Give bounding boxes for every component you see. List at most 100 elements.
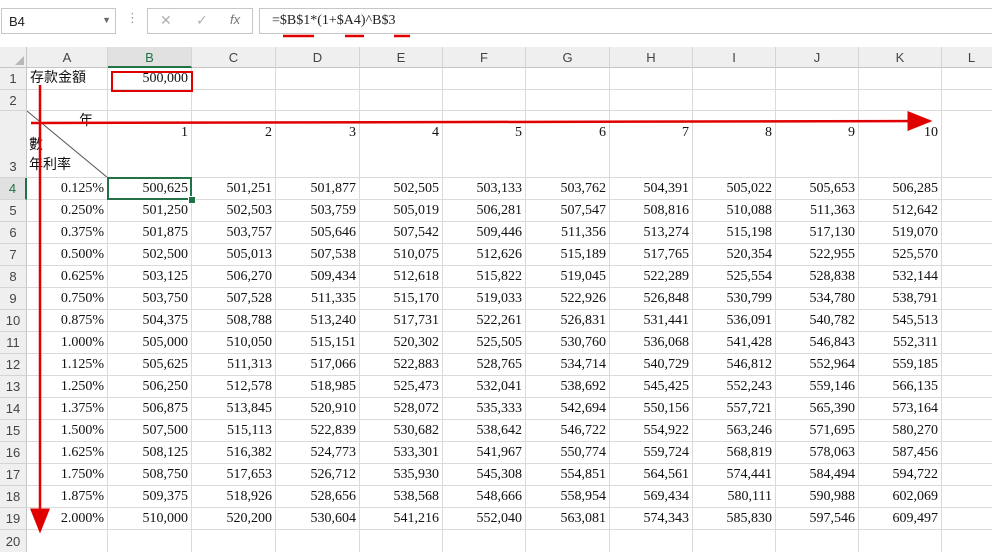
row-header[interactable]: 10 xyxy=(0,310,27,332)
row-header[interactable]: 4 xyxy=(0,178,27,200)
value-cell[interactable]: 518,926 xyxy=(192,486,276,508)
value-cell[interactable]: 511,313 xyxy=(192,354,276,376)
value-cell[interactable]: 520,910 xyxy=(276,398,360,420)
column-header[interactable]: B xyxy=(108,47,192,68)
empty-cell[interactable] xyxy=(942,222,992,244)
value-cell[interactable]: 526,831 xyxy=(526,310,610,332)
value-cell[interactable]: 530,799 xyxy=(693,288,776,310)
value-cell[interactable]: 525,570 xyxy=(859,244,942,266)
rate-cell[interactable]: 0.875% xyxy=(27,310,108,332)
value-cell[interactable]: 580,111 xyxy=(693,486,776,508)
value-cell[interactable]: 534,780 xyxy=(776,288,859,310)
value-cell[interactable]: 522,883 xyxy=(360,354,443,376)
value-cell[interactable]: 513,274 xyxy=(610,222,693,244)
value-cell[interactable]: 540,729 xyxy=(610,354,693,376)
column-header[interactable]: D xyxy=(276,47,360,68)
rate-cell[interactable]: 1.125% xyxy=(27,354,108,376)
value-cell[interactable]: 545,425 xyxy=(610,376,693,398)
value-cell[interactable]: 501,877 xyxy=(276,178,360,200)
value-cell[interactable]: 569,434 xyxy=(610,486,693,508)
value-cell[interactable]: 535,333 xyxy=(443,398,526,420)
empty-cell[interactable] xyxy=(693,90,776,111)
value-cell[interactable]: 568,819 xyxy=(693,442,776,464)
value-cell[interactable]: 505,000 xyxy=(108,332,192,354)
column-header[interactable]: J xyxy=(776,47,859,68)
insert-function-button[interactable]: fx xyxy=(230,12,241,27)
rate-cell[interactable]: 1.500% xyxy=(27,420,108,442)
year-header-cell[interactable]: 1 xyxy=(108,111,192,178)
value-cell[interactable]: 525,505 xyxy=(443,332,526,354)
column-header[interactable]: K xyxy=(859,47,942,68)
empty-cell[interactable] xyxy=(610,68,693,90)
value-cell[interactable]: 510,075 xyxy=(360,244,443,266)
rate-cell[interactable]: 0.625% xyxy=(27,266,108,288)
row-header[interactable]: 2 xyxy=(0,90,27,111)
empty-cell[interactable] xyxy=(776,90,859,111)
value-cell[interactable]: 505,625 xyxy=(108,354,192,376)
empty-cell[interactable] xyxy=(276,530,360,552)
value-cell[interactable]: 505,022 xyxy=(693,178,776,200)
column-header[interactable]: C xyxy=(192,47,276,68)
value-cell[interactable]: 546,722 xyxy=(526,420,610,442)
value-cell[interactable]: 509,446 xyxy=(443,222,526,244)
value-cell[interactable]: 508,816 xyxy=(610,200,693,222)
empty-cell[interactable] xyxy=(360,530,443,552)
value-cell[interactable]: 511,363 xyxy=(776,200,859,222)
value-cell[interactable]: 502,500 xyxy=(108,244,192,266)
year-header-cell[interactable]: 6 xyxy=(526,111,610,178)
empty-cell[interactable] xyxy=(942,376,992,398)
value-cell[interactable]: 515,198 xyxy=(693,222,776,244)
row-header[interactable]: 18 xyxy=(0,486,27,508)
value-cell[interactable]: 538,692 xyxy=(526,376,610,398)
year-header-cell[interactable]: 10 xyxy=(859,111,942,178)
empty-cell[interactable] xyxy=(108,530,192,552)
value-cell[interactable]: 517,066 xyxy=(276,354,360,376)
value-cell[interactable]: 506,285 xyxy=(859,178,942,200)
value-cell[interactable]: 503,759 xyxy=(276,200,360,222)
empty-cell[interactable] xyxy=(192,90,276,111)
rate-cell[interactable]: 1.625% xyxy=(27,442,108,464)
value-cell[interactable]: 525,554 xyxy=(693,266,776,288)
row-header[interactable]: 14 xyxy=(0,398,27,420)
value-cell[interactable]: 538,791 xyxy=(859,288,942,310)
row-header[interactable]: 3 xyxy=(0,111,27,178)
value-cell[interactable]: 507,542 xyxy=(360,222,443,244)
value-cell[interactable]: 517,130 xyxy=(776,222,859,244)
value-cell[interactable]: 530,604 xyxy=(276,508,360,530)
value-cell[interactable]: 511,356 xyxy=(526,222,610,244)
value-cell[interactable]: 515,189 xyxy=(526,244,610,266)
value-cell[interactable]: 545,513 xyxy=(859,310,942,332)
name-box[interactable]: B4 ▼ xyxy=(1,8,116,34)
value-cell[interactable]: 508,125 xyxy=(108,442,192,464)
empty-cell[interactable] xyxy=(108,90,192,111)
row-header[interactable]: 9 xyxy=(0,288,27,310)
value-cell[interactable]: 554,922 xyxy=(610,420,693,442)
value-cell[interactable]: 517,731 xyxy=(360,310,443,332)
row-header[interactable]: 8 xyxy=(0,266,27,288)
value-cell[interactable]: 559,146 xyxy=(776,376,859,398)
empty-cell[interactable] xyxy=(526,90,610,111)
value-cell[interactable]: 506,281 xyxy=(443,200,526,222)
value-cell[interactable]: 542,694 xyxy=(526,398,610,420)
rate-cell[interactable]: 0.500% xyxy=(27,244,108,266)
rate-cell[interactable]: 1.000% xyxy=(27,332,108,354)
empty-cell[interactable] xyxy=(610,530,693,552)
value-cell[interactable]: 515,822 xyxy=(443,266,526,288)
value-cell[interactable]: 574,343 xyxy=(610,508,693,530)
empty-cell[interactable] xyxy=(942,442,992,464)
value-cell[interactable]: 502,505 xyxy=(360,178,443,200)
value-cell[interactable]: 510,088 xyxy=(693,200,776,222)
deposit-label-cell[interactable]: 存款金額 xyxy=(27,68,108,90)
value-cell[interactable]: 538,642 xyxy=(443,420,526,442)
empty-cell[interactable] xyxy=(27,90,108,111)
value-cell[interactable]: 546,812 xyxy=(693,354,776,376)
value-cell[interactable]: 516,382 xyxy=(192,442,276,464)
empty-cell[interactable] xyxy=(942,354,992,376)
column-header[interactable]: G xyxy=(526,47,610,68)
empty-cell[interactable] xyxy=(942,200,992,222)
empty-cell[interactable] xyxy=(859,90,942,111)
value-cell[interactable]: 510,050 xyxy=(192,332,276,354)
value-cell[interactable]: 574,441 xyxy=(693,464,776,486)
value-cell[interactable]: 559,185 xyxy=(859,354,942,376)
empty-cell[interactable] xyxy=(942,244,992,266)
